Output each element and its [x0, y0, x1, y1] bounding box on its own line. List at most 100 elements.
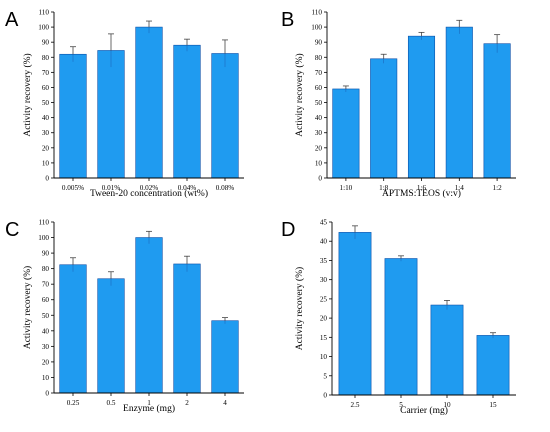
- panel-a-y-tick-label: 90: [42, 39, 50, 47]
- panel-c-y-tick-label: 100: [38, 234, 49, 242]
- panel-c-y-tick-label: 30: [42, 343, 50, 351]
- panel-c: 0.25 0.5 1 2 40102030405060708090100110Enzym…: [5, 219, 244, 414]
- panel-d-y-axis-title: Activity recovery (%): [294, 267, 305, 350]
- panel-b-y-tick-label: 80: [315, 54, 323, 62]
- panel-a-y-tick-label: 30: [42, 129, 50, 137]
- panel-b-bar: [407, 35, 436, 179]
- panel-b-bar: [483, 43, 511, 179]
- panel-d-y-tick-label: 40: [320, 238, 328, 246]
- panel-c-y-tick-label: 90: [42, 250, 50, 258]
- panel-a-bar: [59, 53, 87, 179]
- panel-b-y-tick-label: 70: [315, 69, 323, 77]
- panel-d-y-tick-label: 30: [320, 276, 328, 284]
- panel-b-y-tick-label: 110: [311, 9, 322, 17]
- panel-c-x-tick-label: 0.25: [67, 399, 80, 407]
- panel-b-y-tick-label: 60: [315, 84, 323, 92]
- panel-c-y-tick-label: 40: [42, 327, 50, 335]
- panel-a-y-tick-label: 40: [42, 114, 50, 122]
- panel-a-x-tick-label: 0.01%: [102, 184, 121, 192]
- panel-d-bar: [338, 232, 372, 396]
- panel-b-bar: [332, 88, 360, 179]
- panel-a-y-axis-title: Activity recovery (%): [22, 53, 33, 136]
- panel-a-y-tick-label: 100: [38, 24, 49, 32]
- panel-c-y-tick-label: 70: [42, 281, 50, 289]
- panel-c-y-tick-label: 10: [42, 374, 50, 382]
- panel-a-bar: [135, 26, 163, 179]
- panel-a-y-tick-label: 70: [42, 69, 50, 77]
- panel-a-y-tick-label: 80: [42, 54, 50, 62]
- panel-d-x-axis-title: Carrier (mg): [400, 405, 448, 416]
- panel-d-y-tick-label: 5: [323, 372, 327, 380]
- panel-c-y-tick-label: 0: [45, 390, 49, 398]
- panel-a-y-tick-label: 20: [42, 144, 50, 152]
- panel-b-y-tick-label: 20: [315, 144, 323, 152]
- panel-a: 0.005% 0.01% 0.02% 0.04% 0.08% 0 10 20 30 40 50 60 7…: [5, 9, 244, 199]
- panel-c-bar: [135, 237, 163, 394]
- panel-c-y-tick-label: 20: [42, 358, 50, 366]
- panel-a-y-tick-label: 110: [38, 9, 49, 17]
- panel-a-bar: [211, 53, 239, 179]
- panel-a-y-tick-label: 10: [42, 159, 50, 167]
- panel-d-y-tick-label: 15: [320, 334, 328, 342]
- panel-a-y-tick-label: 50: [42, 99, 50, 107]
- panel-b-x-tick-label: 1:2: [493, 184, 503, 192]
- panel-c-x-tick-label: 1: [147, 399, 151, 407]
- panel-b-x-tick-label: 1:4: [455, 184, 465, 192]
- panel-d-x-tick-label: 15: [489, 401, 497, 409]
- panel-b-letter: B: [281, 9, 294, 31]
- panel-a-bar: [97, 50, 125, 179]
- panel-a-y-tick-label: 60: [42, 84, 50, 92]
- panel-a-bar: [173, 44, 201, 179]
- panel-b-y-tick-label: 90: [315, 39, 323, 47]
- panel-c-x-tick-label: 4: [223, 399, 227, 407]
- panel-a-x-tick-label: 0.04%: [178, 184, 197, 192]
- panel-a-x-tick-label: 0.08%: [216, 184, 235, 192]
- panel-b-y-tick-label: 0: [318, 175, 322, 183]
- panel-b-y-tick-label: 100: [311, 24, 322, 32]
- panel-c-letter: C: [5, 219, 19, 241]
- panel-d-y-tick-label: 35: [320, 257, 328, 265]
- panel-b-y-tick-label: 50: [315, 99, 323, 107]
- panel-a-x-tick-label: 0.02%: [140, 184, 159, 192]
- panel-d-y-tick-label: 45: [320, 219, 328, 227]
- panel-a-x-tick-label: 0.005%: [62, 184, 84, 192]
- panel-b-bar: [445, 26, 473, 179]
- panel-b-y-axis-title: Activity recovery (%): [294, 53, 305, 136]
- panel-b-y-tick-label: 30: [315, 129, 323, 137]
- panel-b-x-tick-label: 1:8: [379, 184, 389, 192]
- panel-c-y-tick-label: 50: [42, 312, 50, 320]
- panel-d-y-tick-label: 0: [323, 392, 327, 400]
- panel-b-x-tick-label: 1:10: [340, 184, 353, 192]
- panel-b: 1:10 1:8 1:6 1:4 1:2 0 10 20 30 40 50 60 70 80 90 100 11…: [281, 9, 516, 199]
- panel-c-x-tick-label: 0.5: [107, 399, 116, 407]
- panel-d-bar: [384, 258, 418, 396]
- panel-d-x-tick-label: 2.5: [351, 401, 360, 409]
- panel-c-bar: [173, 263, 201, 394]
- panel-c-x-axis-title: Enzyme (mg): [123, 403, 175, 414]
- panel-c-bar: [211, 320, 239, 394]
- panel-a-y-tick-label: 0: [45, 175, 49, 183]
- panel-d-bar: [430, 304, 464, 396]
- panel-c-y-tick-label: 110: [38, 219, 49, 227]
- panel-c-y-tick-label: 60: [42, 296, 50, 304]
- panel-d-y-tick-label: 25: [320, 295, 328, 303]
- panel-d-x-tick-label: 10: [443, 401, 451, 409]
- panel-c-y-axis-title: Activity recovery (%): [22, 266, 33, 349]
- panel-c-x-tick-label: 2: [185, 399, 189, 407]
- panel-c-bar: [59, 264, 87, 394]
- panel-d-y-tick-label: 10: [320, 353, 328, 361]
- panel-d-letter: D: [281, 219, 295, 241]
- panel-b-y-tick-label: 10: [315, 159, 323, 167]
- panel-c-y-tick-label: 80: [42, 265, 50, 273]
- panel-b-y-tick-label: 40: [315, 114, 323, 122]
- panel-b-x-axis-title: APTMS:TEOS (v:v): [382, 188, 461, 199]
- panel-d: 2.5 5 10 15 0 5 10 15 20 25 30 35 40 45 Carrier (mg) Ac…: [281, 219, 516, 416]
- panel-d-bar: [476, 335, 510, 396]
- panel-a-letter: A: [5, 9, 19, 31]
- panel-d-x-tick-label: 5: [399, 401, 403, 409]
- panel-a-x-axis-title: Tween-20 concentration (wt%): [90, 188, 208, 199]
- panel-b-bar: [370, 58, 398, 179]
- panel-d-y-tick-label: 20: [320, 315, 328, 323]
- panel-c-bar: [97, 278, 125, 394]
